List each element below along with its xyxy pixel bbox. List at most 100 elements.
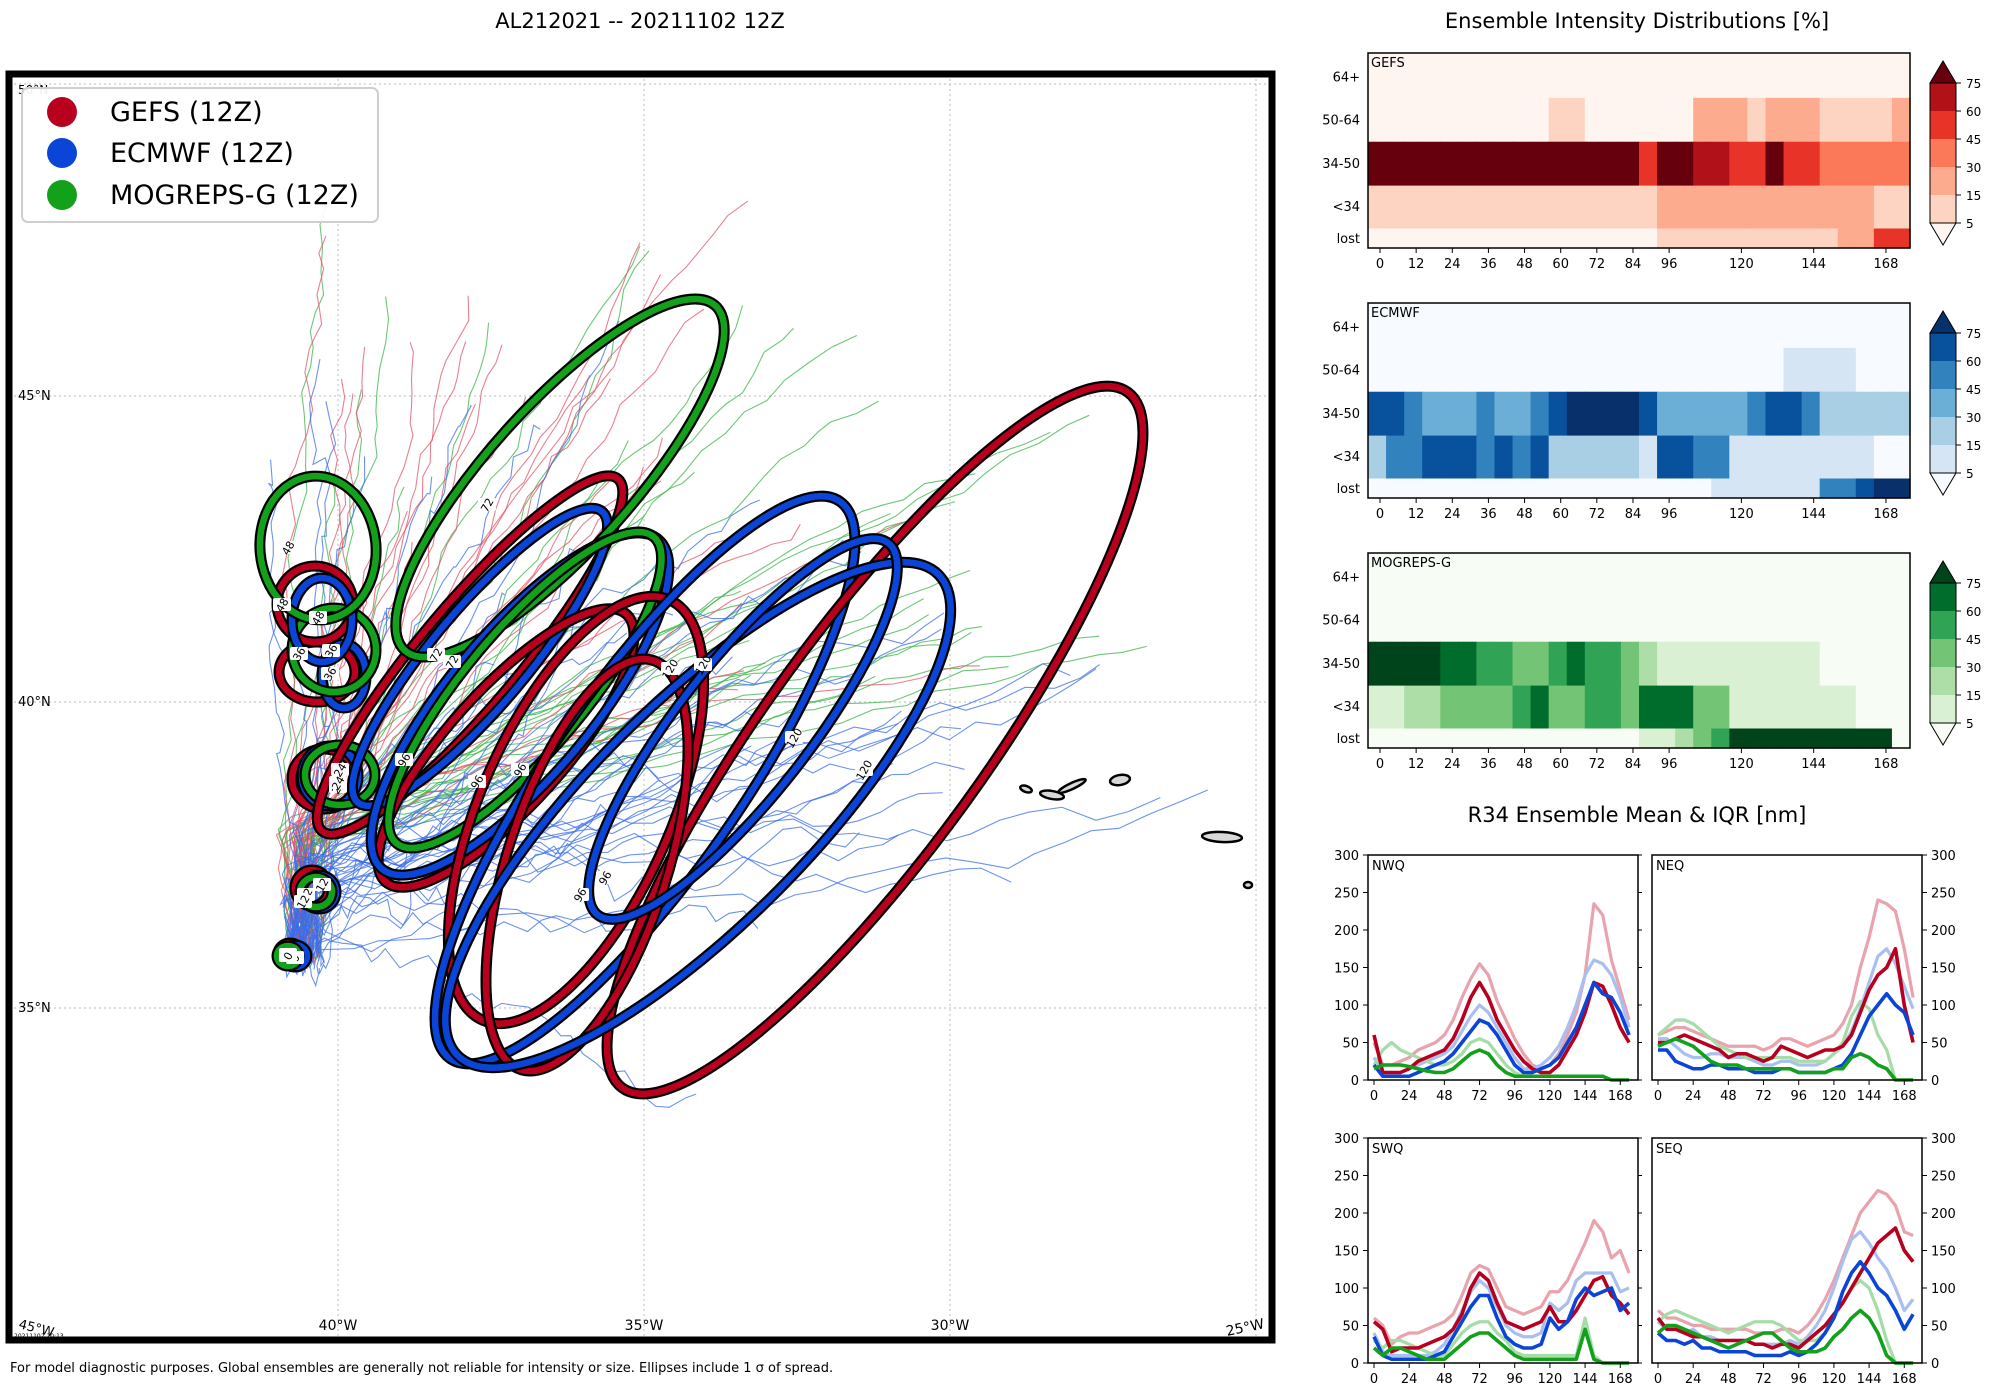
colorbar-tick: 45: [1966, 383, 1981, 397]
heat-cell: [1837, 53, 1857, 99]
heat-cell: [1765, 303, 1785, 349]
heat-cell: [1855, 641, 1875, 687]
r34-series-line: [1372, 1327, 1630, 1365]
ellipse-hour-label: 96: [511, 761, 530, 780]
r34-series-line: [1656, 1278, 1914, 1365]
heat-cell: [1747, 347, 1767, 393]
svg-text:24: 24: [329, 774, 347, 793]
heat-cell: [1765, 728, 1785, 749]
heat-cell: [1422, 185, 1441, 230]
footnote: For model diagnostic purposes. Global en…: [10, 1361, 834, 1376]
island: [1200, 830, 1244, 844]
heat-cell: [1620, 728, 1640, 749]
svg-text:96: 96: [511, 761, 529, 780]
heat-cell: [1783, 478, 1803, 499]
lon-label-25: 25°W: [1225, 1316, 1266, 1340]
heat-cell: [1404, 597, 1423, 643]
heat-cell: [1404, 347, 1423, 393]
heat-cell: [1819, 228, 1839, 249]
r34-y-tick: 50: [1342, 1037, 1359, 1052]
heat-cell: [1873, 597, 1893, 643]
heat-cell: [1566, 391, 1586, 437]
r34-series-line: [1373, 1048, 1630, 1082]
heat-cell: [1584, 303, 1604, 349]
heat-cell: [1440, 185, 1459, 230]
heat-cell: [1386, 641, 1405, 687]
heat-cell: [1765, 53, 1785, 99]
heat-cell: [1837, 141, 1857, 187]
map-title: AL212021 -- 20211102 12Z: [495, 9, 784, 33]
ellipse-hour-label: 96: [571, 886, 590, 905]
heat-cell: [1819, 391, 1839, 437]
heat-cell: [1801, 303, 1821, 349]
heat-cell: [1566, 641, 1586, 687]
heat-cell: [1476, 553, 1496, 599]
heat-cell: [1711, 685, 1730, 730]
heat-cell: [1476, 728, 1496, 749]
heat-cell: [1891, 553, 1911, 599]
r34-y-tick: 100: [1334, 999, 1359, 1014]
r34-panel-title: SEQ: [1656, 1142, 1683, 1157]
colorbar-tick: 60: [1966, 105, 1981, 119]
heat-row-label: 50-64: [1322, 363, 1360, 378]
heat-cell: [1512, 141, 1532, 187]
r34-panel-seq: SEQ 0 50 100 150 200 250 300 0 24 48 72 96 120 144 168: [1651, 1132, 1956, 1387]
heat-cell: [1530, 53, 1550, 99]
heat-cell: [1602, 597, 1622, 643]
heat-cell: [1873, 478, 1893, 499]
heat-cell: [1729, 478, 1748, 499]
heat-cell: [1602, 303, 1622, 349]
r34-series-line: [1656, 1308, 1914, 1365]
heat-cell: [1548, 685, 1568, 730]
heat-cell: [1530, 685, 1550, 730]
heat-cell: [1873, 391, 1893, 437]
heat-cell: [1693, 347, 1712, 393]
heat-cell: [1855, 728, 1875, 749]
r34-panel-neq: NEQ 0 50 100 150 200 250 300 0 24 48 72 96 120 144 168: [1651, 849, 1956, 1104]
heat-cell: [1368, 553, 1387, 599]
colorbar-tick: 5: [1966, 467, 1974, 481]
heat-cell: [1458, 728, 1477, 749]
track-line: [275, 521, 903, 953]
heat-cell: [1675, 303, 1694, 349]
ellipse-120h: [603, 382, 1147, 1098]
heat-cell: [1711, 53, 1730, 99]
heat-cell: [1873, 685, 1893, 730]
colorbar-tick: 75: [1966, 77, 1981, 91]
heat-cell: [1440, 347, 1459, 393]
track-line: [268, 459, 310, 955]
svg-text:48: 48: [309, 609, 327, 628]
heat-cell: [1675, 228, 1694, 249]
heat-panel-title: MOGREPS-G: [1371, 556, 1451, 571]
svg-text:96: 96: [395, 751, 413, 770]
ellipse-hour-label: 36: [321, 665, 340, 684]
azores-islands: [1019, 773, 1254, 890]
heat-cell: [1512, 478, 1532, 499]
heat-cell: [1494, 597, 1514, 643]
heat-cell: [1729, 553, 1748, 599]
heat-cell: [1729, 728, 1748, 749]
heat-cell: [1440, 53, 1459, 99]
heat-cell: [1512, 553, 1532, 599]
heat-cell: [1620, 141, 1640, 187]
heat-cell: [1602, 435, 1622, 480]
heat-cell: [1620, 391, 1640, 437]
map-legend: GEFS (12Z) ECMWF (12Z) MOGREPS-G (12Z): [21, 87, 379, 223]
heat-cell: [1620, 435, 1640, 480]
lon-label-35: 35°W: [625, 1318, 664, 1334]
r34-y-tick: 300: [1931, 1132, 1956, 1147]
r34-x-tick: 120: [1537, 1372, 1562, 1387]
heat-cell: [1368, 597, 1387, 643]
heat-cell: [1620, 641, 1640, 687]
heat-cell: [1404, 391, 1423, 437]
track-line: [303, 826, 860, 973]
heat-cell: [1404, 303, 1423, 349]
heat-x-tick: 48: [1516, 257, 1533, 272]
heat-cell: [1530, 185, 1550, 230]
heat-x-tick: 0: [1376, 757, 1384, 772]
heat-cell: [1801, 185, 1821, 230]
heat-cell: [1675, 53, 1694, 99]
r34-x-tick: 120: [1537, 1089, 1562, 1104]
r34-y-tick: 50: [1342, 1320, 1359, 1335]
